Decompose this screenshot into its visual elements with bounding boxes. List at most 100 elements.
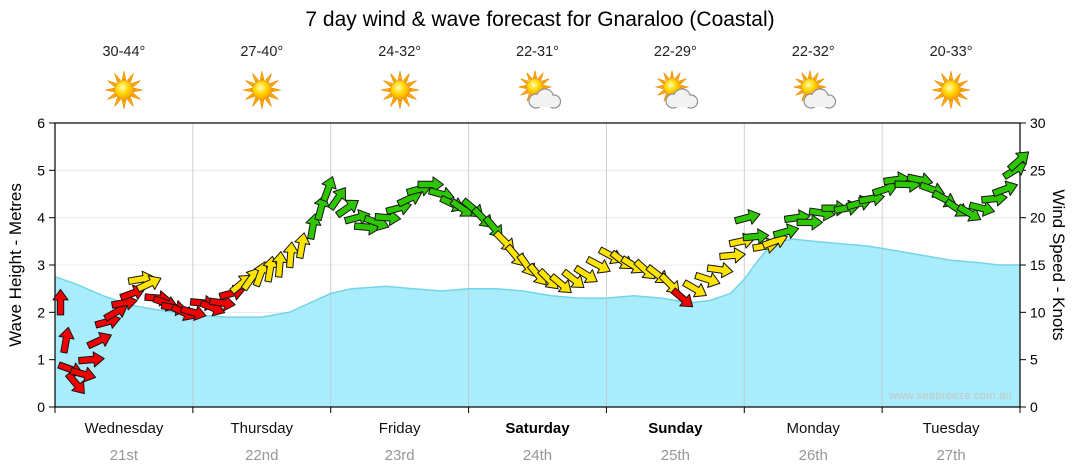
wind-arrow — [65, 371, 85, 395]
wind-arrow — [772, 223, 800, 239]
sun-cloud-icon — [655, 70, 699, 109]
day-name: Monday — [786, 420, 840, 437]
right-tick-label: 10 — [1030, 304, 1046, 320]
weather-icon-slot — [100, 70, 148, 114]
cloud — [527, 88, 561, 109]
wind-arrow — [694, 271, 721, 288]
day-date: 21st — [109, 447, 139, 464]
sun-icon — [932, 70, 971, 110]
right-tick-label: 15 — [1030, 257, 1046, 273]
wind-arrow — [682, 279, 707, 298]
day-name: Friday — [378, 420, 421, 437]
day-name: Sunday — [648, 420, 703, 437]
wind-arrow — [78, 351, 105, 368]
day-date: 24th — [522, 447, 553, 464]
wind-arrow — [135, 275, 162, 293]
sun-disc — [941, 80, 961, 100]
sun-rays — [242, 70, 281, 110]
temperature-range: 20-33° — [929, 44, 973, 60]
wave-height-line — [54, 238, 1020, 318]
day-name: Saturday — [505, 420, 570, 437]
wind-arrow — [549, 273, 572, 294]
right-tick-label: 25 — [1030, 162, 1046, 178]
sun-disc — [389, 80, 410, 100]
left-tick-label: 6 — [37, 115, 45, 131]
wind-arrow — [69, 366, 97, 383]
wind-arrow — [968, 201, 995, 217]
wave-height-area — [55, 239, 1020, 407]
wind-arrow — [719, 247, 746, 264]
wind-arrow — [282, 241, 300, 269]
day-name: Thursday — [230, 420, 294, 437]
wind-arrow — [58, 326, 75, 354]
sun-disc — [114, 80, 134, 100]
weather-icon-slot — [789, 70, 837, 114]
wind-arrow — [561, 268, 585, 289]
wind-arrow — [1007, 151, 1030, 172]
sun-icon — [242, 70, 281, 110]
right-tick-label: 0 — [1030, 399, 1038, 415]
day-name: Tuesday — [922, 420, 980, 437]
cloud — [803, 88, 837, 109]
wind-arrow — [670, 287, 694, 308]
day-date: 27th — [936, 447, 966, 464]
right-tick-label: 20 — [1030, 210, 1046, 226]
sun-disc — [251, 80, 272, 100]
wind-arrow — [956, 203, 982, 222]
day-date: 22nd — [245, 447, 279, 464]
weather-icon-slot — [514, 70, 562, 114]
sun-rays — [932, 70, 971, 110]
day-date: 23rd — [384, 447, 415, 464]
cloud — [665, 88, 699, 109]
wind-arrow — [573, 264, 598, 284]
day-name: Wednesday — [84, 420, 164, 437]
weather-icon-slot — [927, 70, 975, 114]
wind-arrow — [796, 214, 824, 231]
wind-arrow — [208, 295, 236, 312]
temperature-range: 24-32° — [378, 44, 422, 60]
sun-rays — [104, 70, 143, 110]
wind-arrow — [271, 251, 289, 278]
chart-title: 7 day wind & wave forecast for Gnaraloo … — [305, 8, 775, 31]
temperature-range: 22-32° — [791, 44, 835, 60]
wind-arrow — [179, 305, 207, 321]
wind-arrow — [86, 332, 112, 350]
sun-cloud-icon — [793, 70, 837, 109]
wind-arrow — [585, 256, 611, 274]
temperature-range: 22-31° — [516, 44, 559, 60]
left-tick-label: 3 — [37, 257, 45, 273]
wind-arrow — [417, 176, 444, 193]
watermark: www.seabreeze.com.au — [889, 390, 1012, 402]
temperature-range: 22-29° — [653, 44, 697, 60]
weather-icon-slot — [651, 70, 699, 114]
temperature-range: 30-44° — [102, 44, 146, 60]
wind-arrow — [706, 262, 734, 279]
wind-arrow — [262, 255, 279, 283]
left-tick-label: 2 — [37, 304, 45, 320]
temperature-range: 27-40° — [240, 44, 284, 60]
wind-arrow — [320, 176, 337, 203]
sun-icon — [380, 70, 419, 110]
wind-arrow — [991, 180, 1018, 197]
weather-icon-slot — [238, 70, 286, 114]
wind-arrow — [734, 209, 761, 225]
left-tick-label: 5 — [37, 162, 45, 178]
wind-arrow — [335, 199, 359, 219]
weather-icon-slot — [376, 70, 424, 114]
right-tick-label: 30 — [1030, 115, 1046, 131]
right-tick-label: 5 — [1030, 352, 1038, 368]
sun-cloud-icon — [517, 70, 561, 109]
sun-rays — [380, 70, 419, 110]
left-tick-label: 1 — [37, 352, 45, 368]
left-tick-label: 4 — [37, 210, 45, 226]
day-date: 25th — [660, 447, 690, 464]
day-date: 26th — [798, 447, 828, 464]
wind-arrow — [327, 187, 347, 211]
wind-arrow — [294, 232, 311, 259]
left-tick-label: 0 — [37, 399, 45, 415]
wind-arrow — [742, 228, 770, 245]
sun-icon — [104, 70, 143, 110]
wind-arrow — [52, 288, 69, 316]
